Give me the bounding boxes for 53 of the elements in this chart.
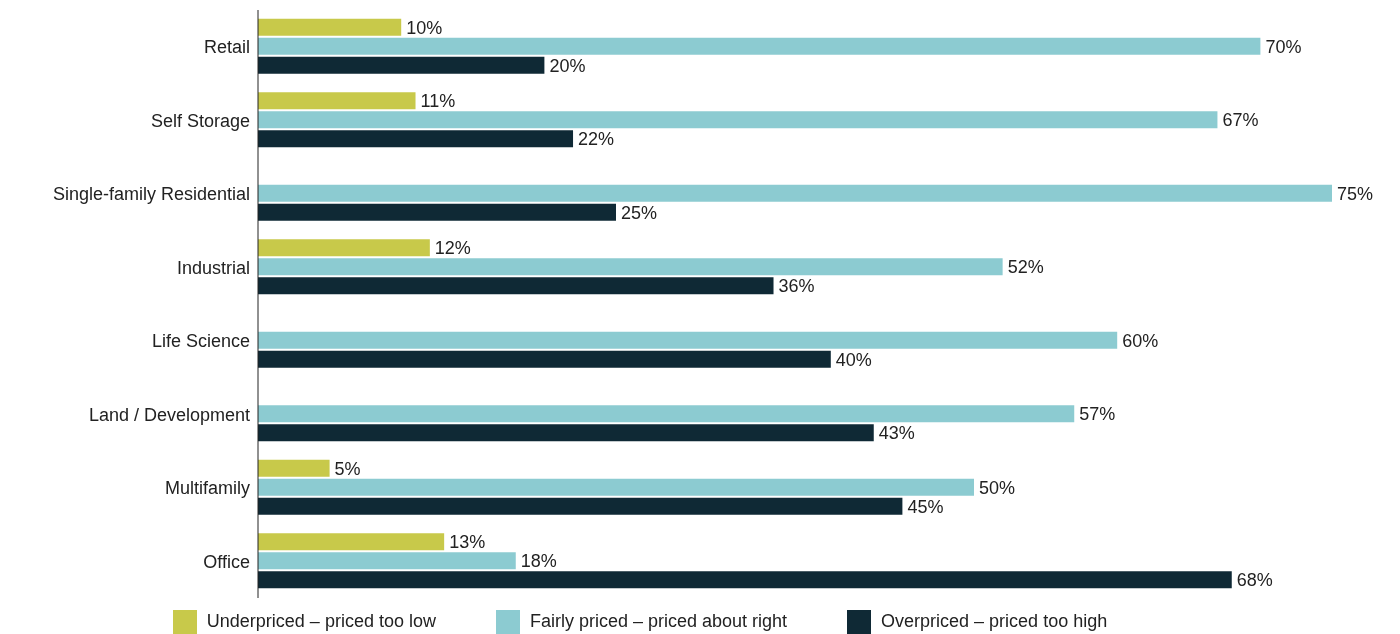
- y-tick-label: Office: [203, 551, 250, 572]
- bar: [258, 111, 1218, 129]
- bar: [258, 497, 903, 515]
- bar: [258, 552, 516, 570]
- bar: [258, 424, 874, 442]
- data-label: 12%: [434, 238, 471, 259]
- bar: [258, 405, 1075, 423]
- y-tick-label: Multifamily: [164, 478, 250, 499]
- data-label: 11%: [420, 91, 456, 112]
- bar: [258, 350, 831, 368]
- data-label: 25%: [621, 202, 658, 223]
- y-tick-label: Retail: [203, 37, 250, 58]
- bar: [258, 37, 1261, 55]
- data-label: 45%: [907, 496, 944, 517]
- bar: [258, 258, 1003, 276]
- data-label: 52%: [1007, 257, 1044, 278]
- bar: [258, 533, 445, 551]
- bar: [258, 277, 774, 295]
- data-label: 43%: [878, 423, 915, 444]
- data-label: 36%: [778, 276, 815, 297]
- bar: [258, 203, 616, 221]
- data-label: 10%: [406, 17, 443, 38]
- data-label: 70%: [1265, 36, 1302, 57]
- data-label: 60%: [1122, 330, 1159, 351]
- bar: [258, 459, 330, 477]
- data-label: 5%: [334, 458, 361, 479]
- y-tick-label: Land / Development: [88, 404, 250, 425]
- y-tick-label: Life Science: [151, 331, 250, 352]
- data-label: 67%: [1222, 110, 1259, 131]
- bar: [258, 478, 974, 496]
- bar: [258, 92, 416, 110]
- data-label: 57%: [1079, 404, 1116, 425]
- legend-label: Underpriced – priced too low: [206, 610, 436, 631]
- data-label: 75%: [1337, 183, 1374, 204]
- legend-label: Fairly priced – priced about right: [529, 610, 788, 631]
- bar: [258, 571, 1232, 589]
- y-tick-label: Single-family Residential: [52, 184, 250, 205]
- data-label: 18%: [520, 551, 557, 572]
- data-label: 40%: [835, 349, 872, 370]
- legend-label: Overpriced – priced too high: [881, 610, 1108, 631]
- y-tick-label: Self Storage: [150, 110, 250, 131]
- bar: [258, 56, 545, 74]
- bar: [258, 130, 574, 148]
- data-label: 13%: [449, 532, 486, 553]
- data-label: 20%: [549, 55, 586, 76]
- data-label: 50%: [979, 477, 1016, 498]
- data-label: 68%: [1236, 570, 1273, 591]
- data-label: 22%: [578, 129, 615, 150]
- bar: [258, 184, 1332, 202]
- bar: [258, 239, 430, 257]
- bar: [258, 331, 1118, 349]
- y-tick-label: Industrial: [176, 257, 250, 278]
- bar: [258, 18, 402, 36]
